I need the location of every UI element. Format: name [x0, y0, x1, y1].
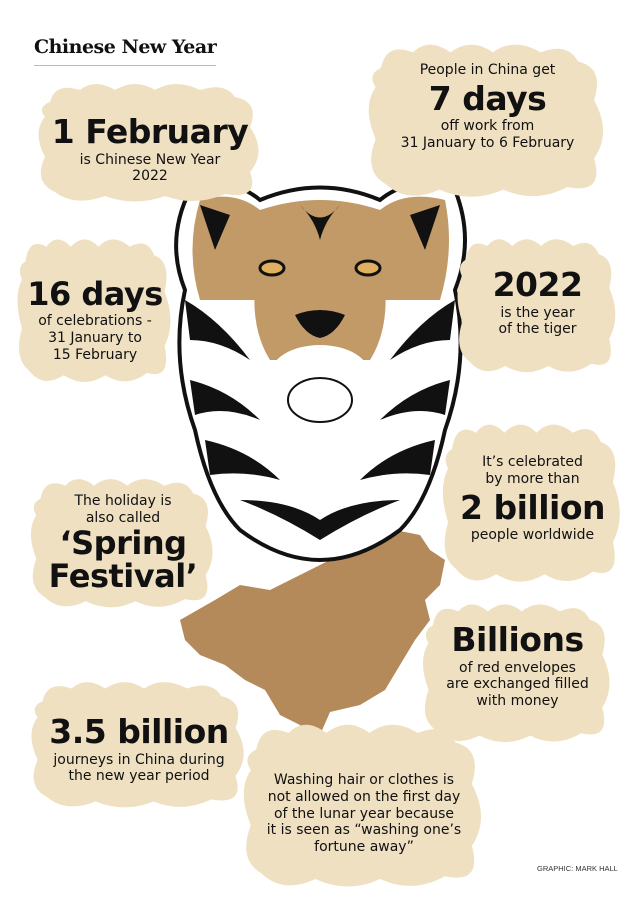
fact-line: off work from: [440, 118, 535, 135]
fact-line: is the year: [500, 304, 575, 321]
fact-line: 2022: [132, 168, 168, 185]
fact-headline: Festival’: [48, 557, 198, 596]
fact-days-off: People in China get 7 days off work from…: [365, 42, 610, 200]
fact-line: People in China get: [419, 62, 556, 78]
fact-line: 31 January to: [48, 330, 142, 347]
title-divider: [34, 65, 216, 66]
fact-headline: Billions: [451, 620, 584, 659]
fact-line: by more than: [485, 470, 580, 487]
page-title: Chinese New Year: [34, 36, 217, 58]
stripes: [185, 205, 455, 540]
fact-line: of red envelopes: [459, 659, 576, 676]
fact-celebrants: It’s celebrated by more than 2 billion p…: [440, 422, 625, 585]
fact-line: of the lunar year because: [273, 805, 455, 822]
fact-line: The holiday is: [74, 493, 172, 509]
fact-line: journeys in China during: [53, 751, 225, 768]
fact-new-year-date: 1 February is Chinese New Year 2022: [35, 82, 265, 204]
fact-headline: 16 days: [27, 275, 163, 313]
fact-headline: 2022: [492, 265, 583, 304]
fact-line: people worldwide: [470, 527, 595, 544]
fact-headline: ‘Spring: [59, 523, 187, 562]
fact-line: of celebrations -: [38, 313, 152, 330]
fact-headline: 3.5 billion: [49, 712, 229, 751]
fact-line: not allowed on the first day: [267, 788, 461, 805]
fact-line: 31 January to 6 February: [400, 135, 575, 152]
fact-line: Washing hair or clothes is: [273, 772, 455, 788]
fact-line: it is seen as “washing one’s: [266, 822, 462, 839]
fact-line: with money: [476, 693, 559, 710]
china-map: [180, 530, 445, 745]
fact-line: also called: [85, 509, 161, 526]
fact-headline: 1 February: [51, 112, 249, 151]
fact-washing-taboo: Washing hair or clothes is not allowed o…: [240, 722, 488, 890]
fact-year-of-tiger: 2022 is the year of the tiger: [455, 237, 620, 375]
fact-line: It’s celebrated: [482, 454, 583, 470]
fact-line: of the tiger: [498, 321, 577, 338]
graphic-credit: GRAPHIC: MARK HALL: [537, 864, 618, 873]
fact-celebration-length: 16 days of celebrations - 31 January to …: [15, 237, 175, 385]
fact-red-envelopes: Billions of red envelopes are exchanged …: [420, 602, 615, 745]
fact-headline: 2 billion: [460, 487, 605, 527]
fact-line: is Chinese New Year: [79, 151, 221, 168]
fact-line: 15 February: [52, 346, 138, 363]
fact-line: are exchanged filled: [446, 676, 589, 693]
fact-line: fortune away”: [314, 839, 414, 856]
fact-line: the new year period: [68, 768, 210, 785]
fact-journeys: 3.5 billion journeys in China during the…: [28, 680, 250, 810]
fact-spring-festival: The holiday is also called ‘Spring Festi…: [28, 477, 218, 610]
fact-headline: 7 days: [428, 78, 547, 118]
